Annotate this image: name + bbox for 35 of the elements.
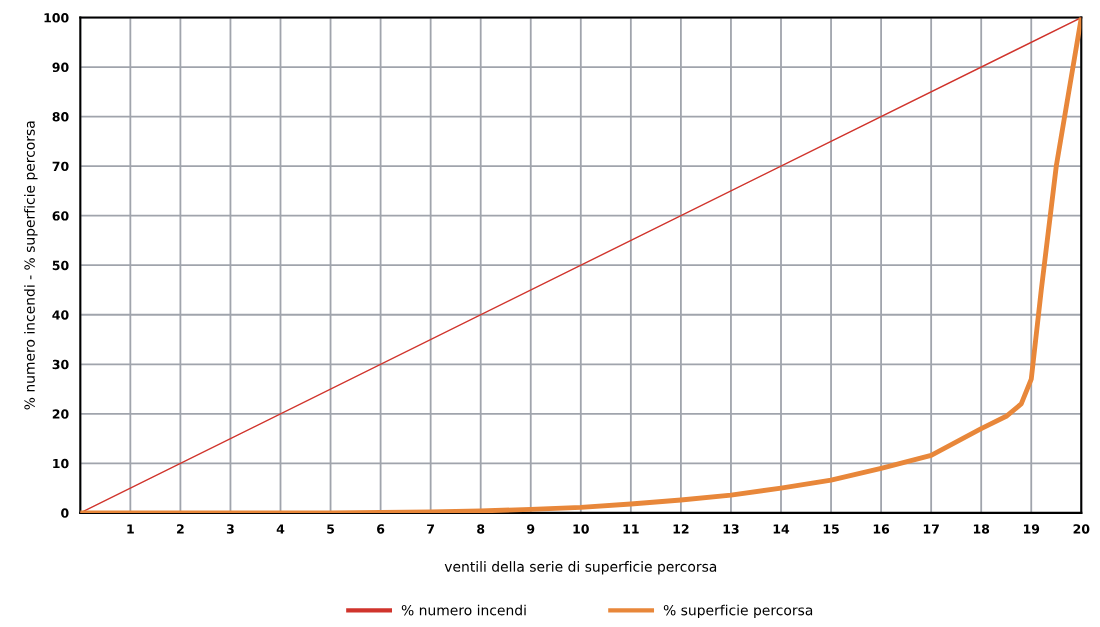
y-tick-label: 90 xyxy=(52,62,69,73)
x-tick-label: 6 xyxy=(377,524,385,534)
x-tick-label: 2 xyxy=(177,524,184,534)
y-tick-label: 60 xyxy=(52,211,69,221)
x-tick-label: 8 xyxy=(477,524,485,534)
x-tick-label: 3 xyxy=(226,524,234,534)
y-tick-label: 100 xyxy=(44,13,69,23)
x-tick-label: 17 xyxy=(923,524,939,534)
x-tick-label: 5 xyxy=(327,524,335,534)
y-tick-label: 50 xyxy=(52,260,69,271)
x-tick-label: 14 xyxy=(773,524,790,534)
y-tick-label: 30 xyxy=(52,359,69,370)
y-axis-title: % numero incendi - % superficie percorsa xyxy=(24,121,38,410)
x-tick-label: 10 xyxy=(573,524,589,534)
x-tick-label: 16 xyxy=(873,524,890,534)
legend-label: % numero incendi xyxy=(401,604,526,616)
x-axis-title: ventili della serie di superficie percorsa xyxy=(444,561,717,575)
x-tick-label: 13 xyxy=(723,524,739,534)
x-tick-label: 20 xyxy=(1073,524,1090,534)
y-tick-label: 0 xyxy=(61,508,69,518)
y-tick-label: 40 xyxy=(52,310,69,320)
x-tick-label: 18 xyxy=(973,524,990,534)
x-tick-label: 15 xyxy=(823,524,839,534)
y-tick-label: 70 xyxy=(52,161,69,172)
y-tick-label: 80 xyxy=(52,112,69,122)
legend-label: % superficie percorsa xyxy=(663,604,813,619)
x-tick-label: 1 xyxy=(127,524,134,534)
x-tick-label: 11 xyxy=(623,524,639,534)
y-tick-label: 20 xyxy=(52,409,69,419)
x-tick-label: 7 xyxy=(427,524,434,534)
x-tick-label: 9 xyxy=(527,524,535,534)
x-tick-label: 4 xyxy=(276,524,285,534)
y-tick-label: 10 xyxy=(53,458,69,469)
x-tick-label: 19 xyxy=(1023,524,1040,534)
x-tick-label: 12 xyxy=(673,524,689,534)
